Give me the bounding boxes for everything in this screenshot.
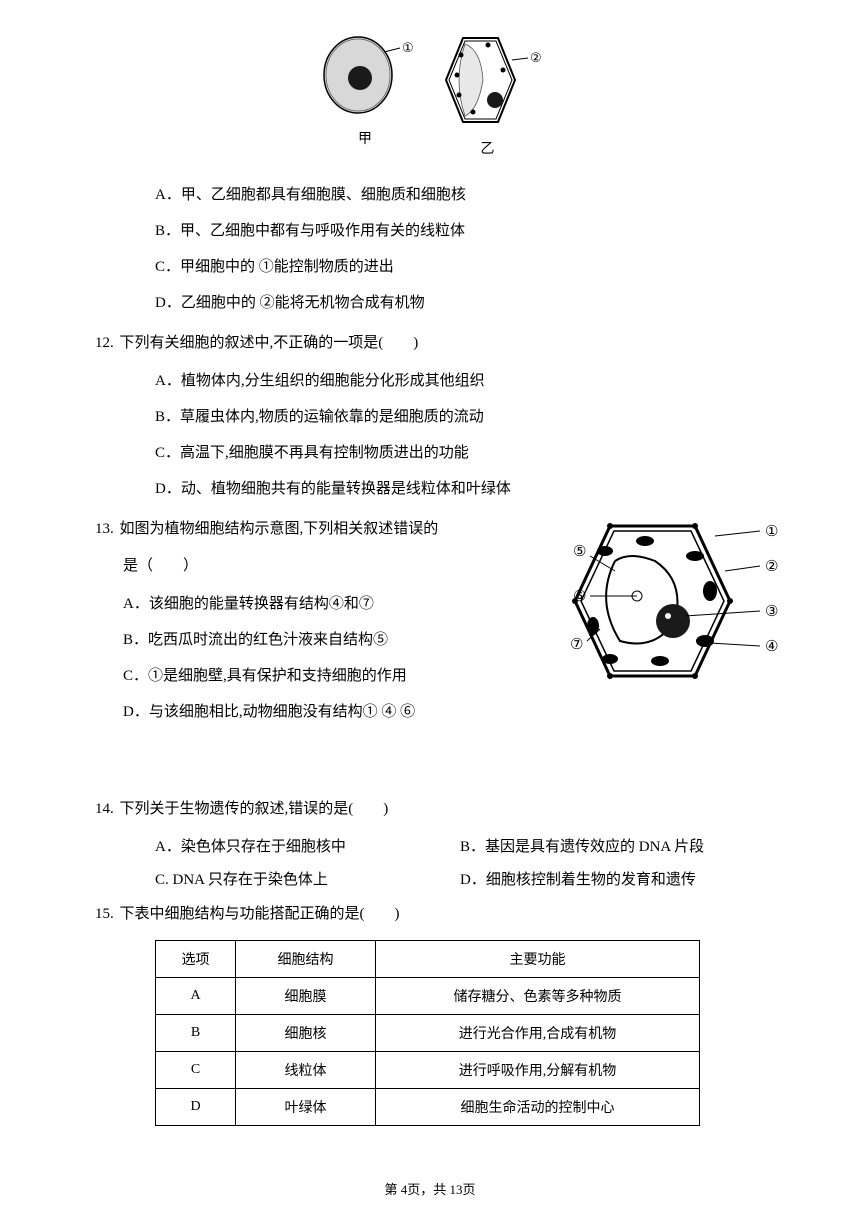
q14-opt-d: D．细胞核控制着生物的发育和遗传 [460, 868, 765, 889]
cell-plant: ② 乙 [433, 30, 543, 158]
q12-stem: 下列有关细胞的叙述中,不正确的一项是( ) [120, 335, 419, 351]
q12: 12. 下列有关细胞的叙述中,不正确的一项是( ) [95, 330, 765, 357]
q12-opt-b: B．草履虫体内,物质的运输依靠的是细胞质的流动 [155, 405, 765, 429]
q12-opt-c: C．高温下,细胞膜不再具有控制物质进出的功能 [155, 441, 765, 465]
q11-options: A．甲、乙细胞都具有细胞膜、细胞质和细胞核 B．甲、乙细胞中都有与呼吸作用有关的… [155, 183, 765, 315]
q15: 15. 下表中细胞结构与功能搭配正确的是( ) [95, 901, 765, 928]
q11-figure: ① 甲 ② 乙 [95, 30, 765, 158]
svg-text:⑦: ⑦ [570, 637, 583, 653]
marker-1: ① [402, 40, 413, 55]
q13-opt-d: D．与该细胞相比,动物细胞没有结构① ④ ⑥ [123, 700, 455, 724]
q11-opt-a: A．甲、乙细胞都具有细胞膜、细胞质和细胞核 [155, 183, 765, 207]
marker-2: ② [530, 50, 542, 65]
q13-stem1: 如图为植物细胞结构示意图,下列相关叙述错误的 [120, 521, 439, 537]
plant-cell-diagram-icon: ① ② ③ ④ ⑤ ⑥ ⑦ [545, 511, 795, 691]
q13-opt-c: C．①是细胞壁,具有保护和支持细胞的作用 [123, 664, 455, 688]
q12-num: 12. [95, 330, 114, 357]
q12-opt-d: D．动、植物细胞共有的能量转换器是线粒体和叶绿体 [155, 477, 765, 501]
fig-label-a: 甲 [318, 128, 413, 148]
fig-label-b: 乙 [433, 138, 543, 158]
th-structure: 细胞结构 [236, 941, 376, 978]
svg-text:④: ④ [765, 639, 778, 655]
q12-options: A．植物体内,分生组织的细胞能分化形成其他组织 B．草履虫体内,物质的运输依靠的… [155, 369, 765, 501]
svg-text:③: ③ [765, 604, 778, 620]
q14-opt-c: C. DNA 只存在于染色体上 [155, 868, 460, 889]
q14-stem: 下列关于生物遗传的叙述,错误的是( ) [120, 801, 389, 817]
q14-opt-a: A．染色体只存在于细胞核中 [155, 835, 460, 856]
q13-num: 13. [95, 516, 114, 543]
q13-figure: ① ② ③ ④ ⑤ ⑥ ⑦ [545, 511, 795, 701]
q14-num: 14. [95, 796, 114, 823]
q13-stem2: 是（ ） [123, 553, 455, 580]
q13-opt-a: A．该细胞的能量转换器有结构④和⑦ [123, 592, 455, 616]
q12-opt-a: A．植物体内,分生组织的细胞能分化形成其他组织 [155, 369, 765, 393]
table-row: B 细胞核 进行光合作用,合成有机物 [156, 1015, 700, 1052]
q14: 14. 下列关于生物遗传的叙述,错误的是( ) [95, 796, 765, 823]
animal-cell-icon: ① [318, 30, 413, 120]
page-footer: 第 4页，共 13页 [0, 1179, 860, 1198]
q11-opt-c: C．甲细胞中的 ①能控制物质的进出 [155, 255, 765, 279]
q15-stem: 下表中细胞结构与功能搭配正确的是( ) [120, 906, 400, 922]
q14-options: A．染色体只存在于细胞核中 B．基因是具有遗传效应的 DNA 片段 C. DNA… [155, 835, 765, 889]
svg-text:⑥: ⑥ [573, 589, 586, 605]
q13: 13. 如图为植物细胞结构示意图,下列相关叙述错误的 是（ ） A．该细胞的能量… [95, 516, 765, 724]
table-row: A 细胞膜 储存糖分、色素等多种物质 [156, 978, 700, 1015]
th-option: 选项 [156, 941, 236, 978]
q13-opt-b: B．吃西瓜时流出的红色汁液来自结构⑤ [123, 628, 455, 652]
q11-opt-b: B．甲、乙细胞中都有与呼吸作用有关的线粒体 [155, 219, 765, 243]
table-row: D 叶绿体 细胞生命活动的控制中心 [156, 1089, 700, 1126]
svg-text:①: ① [765, 524, 778, 540]
table-header-row: 选项 细胞结构 主要功能 [156, 941, 700, 978]
cell-animal: ① 甲 [318, 30, 413, 158]
q11-opt-d: D．乙细胞中的 ②能将无机物合成有机物 [155, 291, 765, 315]
q14-opt-b: B．基因是具有遗传效应的 DNA 片段 [460, 835, 765, 856]
plant-cell-icon: ② [433, 30, 543, 130]
svg-text:⑤: ⑤ [573, 544, 586, 560]
q15-table: 选项 细胞结构 主要功能 A 细胞膜 储存糖分、色素等多种物质 B 细胞核 进行… [155, 940, 700, 1126]
th-function: 主要功能 [376, 941, 700, 978]
table-row: C 线粒体 进行呼吸作用,分解有机物 [156, 1052, 700, 1089]
svg-text:②: ② [765, 559, 778, 575]
q15-num: 15. [95, 901, 114, 928]
